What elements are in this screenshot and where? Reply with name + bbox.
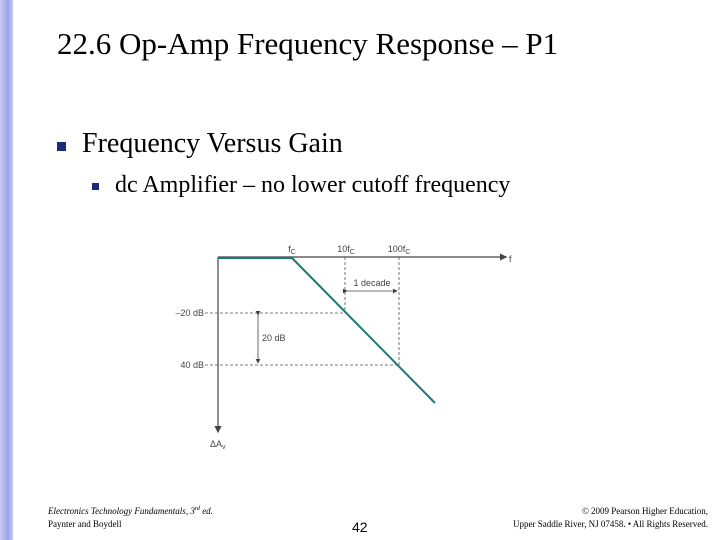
x-axis-label: f xyxy=(509,254,512,264)
bullet-marker xyxy=(57,142,66,151)
copyright: © 2009 Pearson Higher Education, xyxy=(581,506,708,516)
freq-label: 100fC xyxy=(388,244,411,256)
slide-title: 22.6 Op-Amp Frequency Response – P1 xyxy=(57,26,559,61)
response-rolloff xyxy=(291,257,436,404)
page-number: 42 xyxy=(352,519,368,535)
book-title: Electronics Technology Fundamentals, 3rd… xyxy=(48,506,213,516)
sub-bullet-text: dc Amplifier – no lower cutoff frequency xyxy=(115,172,511,198)
gain-label: 40 dB xyxy=(180,360,204,370)
freq-label: fC xyxy=(288,244,296,256)
decade-label: 1 decade xyxy=(353,278,390,288)
guides xyxy=(205,257,400,366)
authors: Paynter and Boydell xyxy=(48,519,122,529)
gain-label: –20 dB xyxy=(175,308,204,318)
y-axis-label: ΔAv xyxy=(210,439,226,451)
db-span-label: 20 dB xyxy=(262,333,286,343)
bullet-text: Frequency Versus Gain xyxy=(82,128,343,159)
side-strip xyxy=(0,0,13,540)
copyright: Upper Saddle River, NJ 07458. • All Righ… xyxy=(512,519,708,529)
bullet-marker xyxy=(92,183,99,190)
freq-label: 10fC xyxy=(337,244,355,256)
